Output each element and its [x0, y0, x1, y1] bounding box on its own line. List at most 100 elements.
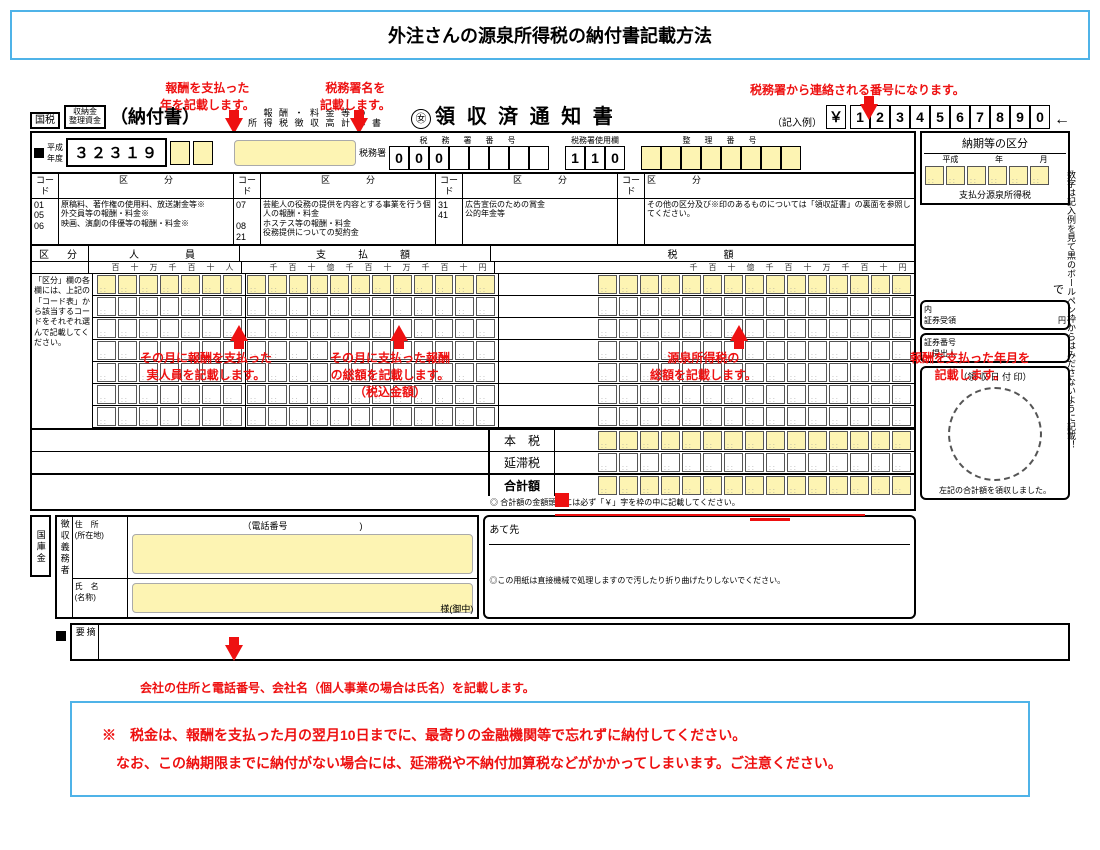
office-digit: [529, 146, 549, 170]
page-title: 外注さんの源泉所得税の納付書記載方法: [10, 10, 1090, 60]
text-31: 広告宣伝のための賞金: [465, 200, 615, 210]
example-yen: ￥: [826, 105, 846, 129]
zeigaku-cells[interactable]: [499, 406, 914, 427]
kokuzei-tag: 国税: [30, 112, 60, 129]
honzei-cells[interactable]: [555, 430, 914, 451]
arrow-seiri: [860, 104, 878, 120]
black-marker2: [56, 631, 66, 641]
grid-row: [93, 406, 914, 428]
note-line-1: ※ 税金は、報酬を支払った月の翌月10日までに、最寄りの金融機関等で忘れずに納付…: [102, 721, 998, 749]
office-digit: 0: [389, 146, 409, 170]
code-31: 31: [438, 200, 460, 211]
seiri-digits[interactable]: [641, 146, 801, 170]
kokko-tag: 国 庫 金: [30, 515, 51, 577]
vertical-note: 数字は記入例を見て黒のボールペン枠からはみださないように記載！: [1065, 170, 1076, 449]
shiyo-digit: 1: [565, 146, 585, 170]
kinyurei-label: （記入例）: [772, 114, 822, 129]
year-digit-1[interactable]: [170, 141, 190, 165]
code-07: 07: [236, 200, 258, 211]
form-area: 報酬を支払った 年を記載します。 税務署名を 記載します。 税務署から連絡される…: [30, 100, 1070, 661]
office-digit: [449, 146, 469, 170]
text-05: 外交員等の報酬・料金※: [61, 209, 231, 219]
text-01: 原稿料、著作権の使用料、放送謝金等※: [61, 200, 231, 210]
code-21: 21: [236, 232, 258, 243]
arrow-zeigaku: [730, 325, 748, 341]
jusho-h: 住 所 (所在地): [73, 517, 128, 578]
jinin-cells[interactable]: [93, 406, 246, 427]
entai-cells[interactable]: [555, 452, 914, 473]
jinin-cells[interactable]: [93, 274, 246, 295]
form-main: 平成 年度 ３２３１９ 税務署 税 務 署 番 号 0 0 0: [30, 131, 916, 511]
left-total-note: 左記の合計額を領収しました。: [924, 485, 1066, 496]
shiharai-cells[interactable]: [246, 274, 499, 295]
tel-label: （電話番号: [242, 521, 287, 531]
kubun-h2: 区 分: [261, 174, 436, 198]
kubun-h3: 区 分: [463, 174, 618, 198]
code-h4: コー ド: [618, 174, 645, 198]
right-column: 数字は記入例を見て黒のボールペン枠からはみださないように記載！ 納期等の区分 平…: [920, 131, 1070, 511]
name-field[interactable]: [132, 583, 474, 613]
grid-row: [93, 274, 914, 296]
text-07: 芸能人の役務の提供を内容とする事業を行う個人の報酬・料金: [263, 200, 433, 219]
jinin-cells[interactable]: [93, 384, 246, 405]
text-06: 映画、演劇の俳優等の報酬・料金※: [61, 219, 231, 229]
code-h1: コー ド: [32, 174, 59, 198]
atesaki-label: あて先: [489, 521, 910, 545]
text-21: 役務提供についての契約金: [263, 228, 433, 238]
label-year: 報酬を支払った 年を記載します。: [160, 80, 255, 114]
heisei-label: 平成: [47, 142, 63, 153]
office-name-field[interactable]: [234, 140, 356, 166]
entai-label: 延滞税: [490, 452, 555, 473]
code-05: 05: [34, 210, 56, 221]
code-06: 06: [34, 221, 56, 232]
shiharai-cells[interactable]: [246, 406, 499, 427]
jinin-cells[interactable]: [93, 296, 246, 317]
code-01: 01: [34, 200, 56, 211]
code-h2: コー ド: [234, 174, 261, 198]
h-kubun: 区 分: [32, 246, 89, 261]
h-shiharai: 支 払 額: [240, 246, 491, 261]
zeigaku-cells[interactable]: [499, 384, 914, 405]
code-note: その他の区分及び※印のあるものについては「領収証書」の裏面を参照してください。: [645, 199, 914, 244]
machine-note: ◎この用紙は直接機械で処理しますので汚したり折り曲げたりしないでください。: [489, 575, 910, 586]
gokei-cells[interactable]: [555, 475, 914, 496]
grid-row: [93, 296, 914, 318]
address-field[interactable]: [132, 534, 474, 574]
label-nouki: 報酬を支払った年月を 記載します。: [910, 350, 1030, 384]
nouki-digits[interactable]: [924, 165, 1066, 186]
nouki-box: 納期等の区分 平成年月 支払分源泉所得税: [920, 131, 1070, 205]
chosyu-label: 徴 収 義 務 者: [57, 517, 73, 617]
grid-row: [93, 318, 914, 340]
grid-row: [93, 384, 914, 406]
label-zeigaku: 源泉所得税の 総額を記載します。: [650, 350, 757, 384]
samachu: 様(御中): [440, 602, 473, 615]
arrow-gokei: [555, 493, 569, 507]
label-shiharai: その月に支払った報酬 の総額を記載します。 （税込金額）: [330, 350, 450, 400]
zeigaku-cells[interactable]: [499, 318, 914, 339]
zeigaku-cells[interactable]: [499, 274, 914, 295]
h-jinin: 人 員: [89, 246, 240, 261]
shiharai-cells[interactable]: [246, 296, 499, 317]
seiri-bango-h: 整 理 番 号: [641, 135, 801, 146]
jinin-cells[interactable]: [93, 318, 246, 339]
office-digit: [469, 146, 489, 170]
black-marker: [34, 148, 44, 158]
stamp-circle: [948, 387, 1042, 481]
label-office: 税務署名を 記載します。: [320, 80, 391, 114]
tekiyo-label: 摘 要: [72, 625, 99, 659]
footer-note: ※ 税金は、報酬を支払った月の翌月10日までに、最寄りの金融機関等で忘れずに納付…: [70, 701, 1030, 797]
arrow-addr: [225, 645, 243, 661]
note-line-2: なお、この納期限までに納付がない場合には、延滞税や不納付加算税などがかかってしま…: [102, 749, 998, 777]
bottom-area: 国 庫 金 徴 収 義 務 者 住 所 (所在地) （電話番号 ) 氏 名 (名…: [30, 515, 1070, 619]
zeimusho-suffix: 税務署: [359, 146, 386, 159]
example-digits: 1 2 3 4 5 6 7 8 9 0: [850, 105, 1050, 129]
shiharai-cells[interactable]: [246, 318, 499, 339]
shiyo-digit: 1: [585, 146, 605, 170]
kubun-side-note: 「区分」欄の各欄には、上記の「コード表」から該当するコードをそれぞれ選んで記載し…: [32, 274, 93, 428]
kubun-h1: 区 分: [59, 174, 234, 198]
code-08: 08: [236, 221, 258, 232]
zeigaku-cells[interactable]: [499, 296, 914, 317]
office-digit: [509, 146, 529, 170]
year-digit-2[interactable]: [193, 141, 213, 165]
shunokin-tag: 収納金 整理資金: [64, 105, 106, 129]
